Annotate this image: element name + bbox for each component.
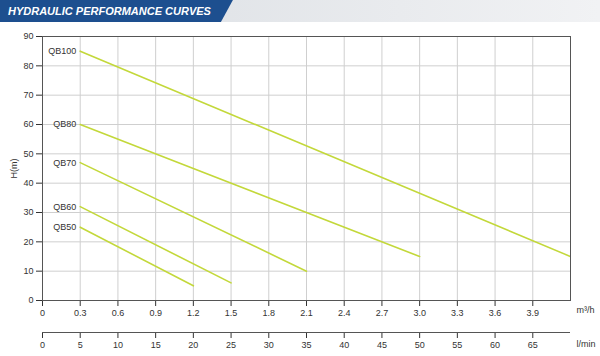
svg-text:2.7: 2.7 (376, 308, 389, 318)
svg-text:0: 0 (40, 340, 45, 350)
svg-text:5: 5 (78, 340, 83, 350)
svg-text:l/min: l/min (577, 339, 596, 349)
svg-text:H(m): H(m) (9, 159, 19, 179)
svg-text:QB80: QB80 (53, 119, 76, 129)
svg-text:25: 25 (226, 340, 236, 350)
svg-text:2.1: 2.1 (300, 308, 313, 318)
svg-text:3.9: 3.9 (527, 308, 540, 318)
svg-text:0.9: 0.9 (149, 308, 162, 318)
svg-text:40: 40 (23, 178, 33, 188)
svg-text:20: 20 (23, 237, 33, 247)
svg-text:3.3: 3.3 (451, 308, 464, 318)
svg-text:QB60: QB60 (53, 202, 76, 212)
svg-text:65: 65 (528, 340, 538, 350)
svg-text:1.2: 1.2 (187, 308, 200, 318)
svg-text:80: 80 (23, 61, 33, 71)
svg-text:20: 20 (188, 340, 198, 350)
svg-text:30: 30 (264, 340, 274, 350)
svg-text:3.6: 3.6 (489, 308, 502, 318)
svg-text:15: 15 (151, 340, 161, 350)
svg-text:70: 70 (23, 90, 33, 100)
svg-text:60: 60 (490, 340, 500, 350)
svg-text:10: 10 (23, 266, 33, 276)
svg-text:QB70: QB70 (53, 158, 76, 168)
svg-text:35: 35 (301, 340, 311, 350)
svg-text:55: 55 (452, 340, 462, 350)
svg-text:0.3: 0.3 (74, 308, 87, 318)
svg-text:45: 45 (377, 340, 387, 350)
svg-text:0: 0 (28, 295, 33, 305)
svg-text:60: 60 (23, 119, 33, 129)
svg-text:2.4: 2.4 (338, 308, 351, 318)
svg-text:3.0: 3.0 (413, 308, 426, 318)
svg-text:90: 90 (23, 31, 33, 41)
svg-text:m³/h: m³/h (577, 305, 595, 315)
svg-text:0.6: 0.6 (112, 308, 125, 318)
svg-text:QB50: QB50 (53, 222, 76, 232)
svg-text:40: 40 (339, 340, 349, 350)
svg-text:1.8: 1.8 (263, 308, 276, 318)
svg-text:50: 50 (23, 149, 33, 159)
svg-text:1.5: 1.5 (225, 308, 238, 318)
html-text:HYDRAULIC PERFORMANCE CURVES: HYDRAULIC PERFORMANCE CURVES (8, 5, 211, 17)
svg-text:30: 30 (23, 207, 33, 217)
svg-text:QB100: QB100 (48, 46, 76, 56)
svg-text:10: 10 (113, 340, 123, 350)
svg-text:0: 0 (40, 308, 45, 318)
svg-text:50: 50 (415, 340, 425, 350)
